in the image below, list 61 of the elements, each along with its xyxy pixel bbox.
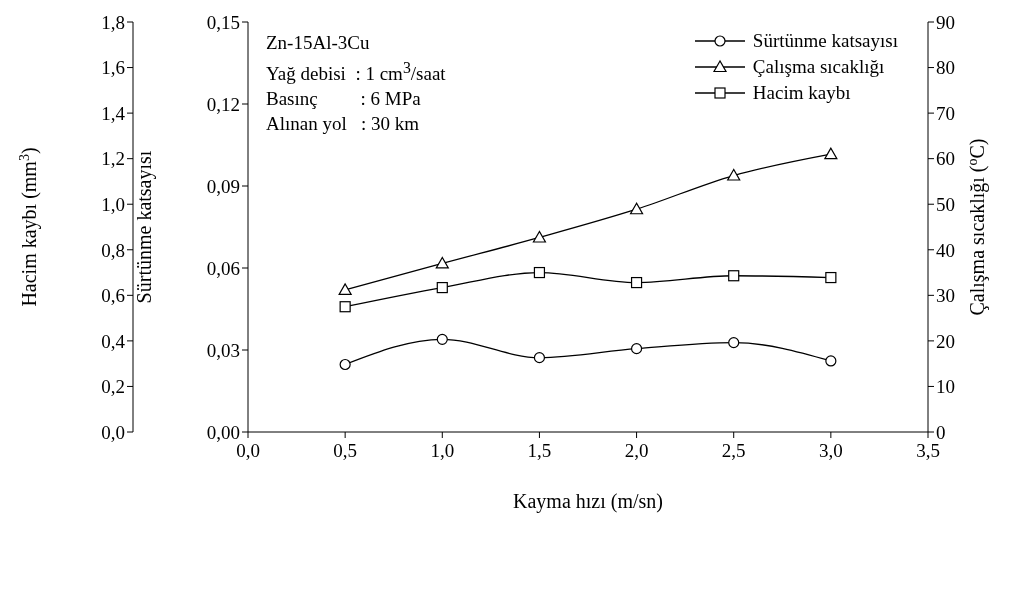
y2-tick-label: 10 <box>936 376 955 398</box>
point <box>533 352 546 364</box>
x-axis-title: Kayma hızı (m/sn) <box>513 490 663 513</box>
point <box>339 358 351 371</box>
annotation: Basınç : 6 MPa <box>266 87 422 112</box>
x-tick-label: 2,0 <box>624 440 649 462</box>
point <box>339 301 351 313</box>
y2-tick-label: 90 <box>936 11 955 33</box>
y3-tick-label: 1,8 <box>101 11 125 33</box>
y3-tick-label: 1,0 <box>101 193 125 215</box>
y3-tick-label: 0,2 <box>101 376 125 398</box>
point <box>630 276 643 289</box>
y2-tick-label: 60 <box>936 148 955 170</box>
x-tick-label: 1,5 <box>527 440 552 462</box>
y-tick-label: 0,09 <box>206 175 240 197</box>
point <box>825 355 837 367</box>
point <box>436 281 448 294</box>
point <box>727 168 741 181</box>
y2-tick-label: 30 <box>936 285 955 307</box>
x-tick-label: 3,0 <box>818 440 843 462</box>
point <box>338 283 352 295</box>
y3-tick-label: 0,4 <box>101 330 126 352</box>
y2-tick-label: 40 <box>936 239 955 261</box>
annotation: Zn-15Al-3Cu <box>266 31 371 55</box>
legend-label: Hacim kaybı <box>752 82 851 104</box>
y-axis-title: Sürtünme katsayısı <box>133 150 156 304</box>
y3-tick-label: 0,0 <box>101 421 125 443</box>
y3-tick-label: 1,6 <box>101 57 125 79</box>
annotation: Yağ debisi : 1 cm$^{3}$/saat <box>266 58 446 87</box>
x-tick-label: 3,5 <box>916 440 940 462</box>
point <box>435 256 449 269</box>
legend-label: Sürtünme katsayısı <box>752 30 898 52</box>
y2-tick-label: 70 <box>936 102 955 124</box>
y-tick-label: 0,12 <box>206 93 240 115</box>
y2-tick-label: 0 <box>936 421 946 443</box>
point <box>728 270 740 282</box>
x-tick-label: 0,5 <box>333 440 358 462</box>
legend-label: Çalışma sıcaklığı <box>752 56 885 78</box>
annotation: Alınan yol : 30 km <box>266 112 421 137</box>
y-tick-label: 0,00 <box>206 421 240 443</box>
y-tick-label: 0,06 <box>206 257 240 279</box>
point <box>436 333 448 345</box>
point <box>824 147 838 160</box>
y3-tick-label: 0,6 <box>101 285 125 307</box>
point <box>728 337 740 349</box>
point <box>629 202 644 215</box>
y2-tick-label: 20 <box>936 330 955 352</box>
x-tick-label: 0,0 <box>236 440 260 462</box>
x-tick-label: 2,5 <box>721 440 746 462</box>
point <box>630 343 643 355</box>
point <box>533 266 546 279</box>
y3-tick-label: 1,4 <box>101 102 126 124</box>
y3-tick-label: 0,8 <box>101 239 125 261</box>
point <box>825 271 837 284</box>
y2-tick-label: 80 <box>936 57 955 79</box>
point <box>532 230 547 243</box>
y3-tick-label: 1,2 <box>101 148 125 170</box>
y2-tick-label: 50 <box>936 193 955 215</box>
y-tick-label: 0,15 <box>206 11 240 33</box>
x-tick-label: 1,0 <box>430 440 455 462</box>
y-tick-label: 0,03 <box>206 339 240 361</box>
